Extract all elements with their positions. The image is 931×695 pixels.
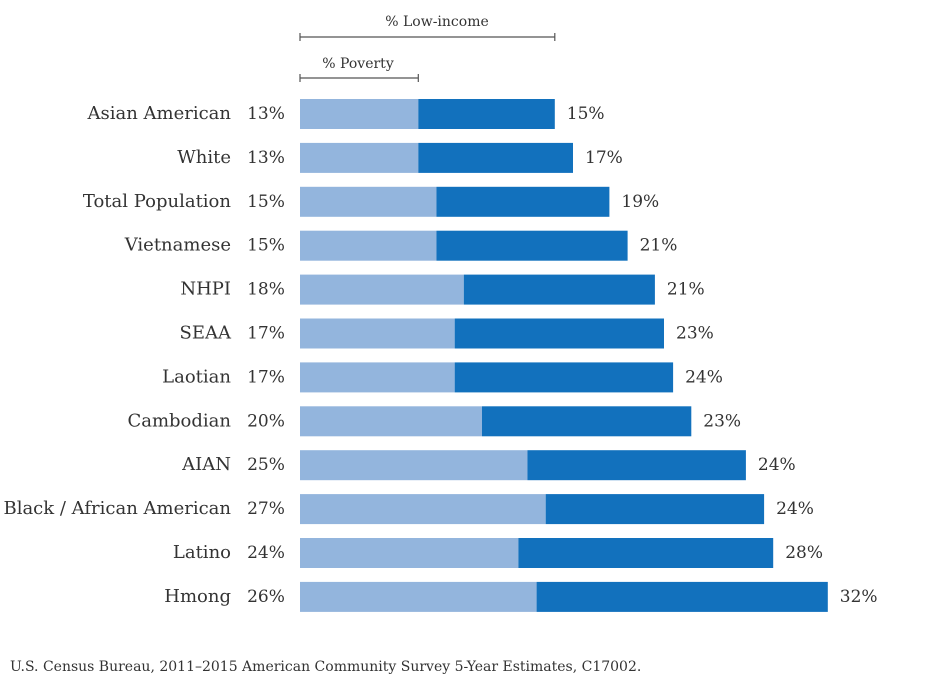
poverty-value-label: 17% — [247, 324, 285, 344]
poverty-bar — [300, 186, 437, 217]
chart-row: Total Population 15% 19% — [83, 186, 659, 217]
category-label: Latino — [173, 542, 231, 563]
poverty-value-label: 24% — [247, 543, 285, 563]
bar-chart: % Low-income % Poverty Asian American 13%… — [3, 14, 878, 612]
low-income-bar — [436, 230, 628, 261]
low-income-value-label: 21% — [640, 236, 678, 256]
chart-row: White 13% 17% — [177, 142, 623, 173]
poverty-bar — [300, 230, 437, 261]
low-income-bar — [418, 142, 573, 173]
poverty-value-label: 18% — [247, 280, 285, 300]
poverty-bar — [300, 318, 455, 349]
category-label: NHPI — [180, 279, 231, 300]
poverty-bar — [300, 450, 528, 481]
low-income-value-label: 32% — [840, 587, 878, 607]
low-income-bar — [418, 99, 555, 129]
poverty-bar — [300, 99, 419, 129]
poverty-value-label: 13% — [247, 104, 285, 124]
low-income-value-label: 24% — [776, 499, 814, 519]
category-label: Laotian — [162, 366, 231, 387]
poverty-bar — [300, 581, 537, 612]
poverty-bar — [300, 362, 455, 393]
chart-row: Vietnamese 15% 21% — [124, 230, 678, 261]
low-income-bar — [482, 406, 692, 437]
category-label: Hmong — [164, 586, 231, 607]
category-label: White — [177, 147, 231, 168]
poverty-bar — [300, 142, 419, 173]
category-label: Total Population — [83, 191, 232, 212]
poverty-value-label: 15% — [247, 236, 285, 256]
low-income-bar — [463, 274, 655, 305]
poverty-value-label: 27% — [247, 499, 285, 519]
poverty-value-label: 26% — [247, 587, 285, 607]
category-label: Asian American — [86, 103, 231, 124]
legend: % Low-income % Poverty — [299, 14, 556, 82]
category-label: Vietnamese — [124, 235, 231, 256]
chart-row: AIAN 25% 24% — [181, 450, 796, 481]
category-label: AIAN — [181, 454, 231, 475]
chart-row: Asian American 13% 15% — [86, 99, 605, 129]
poverty-value-label: 17% — [247, 367, 285, 387]
poverty-value-label: 13% — [247, 148, 285, 168]
low-income-value-label: 15% — [567, 104, 605, 124]
low-income-value-label: 23% — [676, 324, 714, 344]
chart-row: Cambodian 20% 23% — [127, 406, 741, 437]
chart-row: Black / African American 27% 24% — [3, 494, 814, 525]
poverty-bar — [300, 494, 546, 525]
low-income-bar — [518, 538, 774, 568]
low-income-bar — [527, 450, 746, 481]
chart-row: Hmong 26% 32% — [164, 581, 878, 612]
legend-poverty-label: % Poverty — [322, 56, 394, 72]
poverty-value-label: 15% — [247, 192, 285, 212]
low-income-value-label: 23% — [703, 411, 741, 431]
low-income-bar — [536, 581, 828, 612]
low-income-bar — [436, 186, 610, 217]
poverty-bar — [300, 274, 464, 305]
legend-low-income-label: % Low-income — [385, 14, 489, 30]
low-income-value-label: 28% — [785, 543, 823, 563]
low-income-value-label: 21% — [667, 280, 705, 300]
poverty-bar — [300, 406, 482, 437]
poverty-value-label: 25% — [247, 455, 285, 475]
low-income-value-label: 19% — [621, 192, 659, 212]
low-income-value-label: 17% — [585, 148, 623, 168]
poverty-value-label: 20% — [247, 411, 285, 431]
chart-row: Latino 24% 28% — [173, 538, 823, 568]
low-income-bar — [454, 318, 664, 349]
low-income-value-label: 24% — [758, 455, 796, 475]
chart-rows: Asian American 13% 15% White 13% 17% Total Pop… — [3, 99, 878, 612]
category-label: Black / African American — [3, 498, 231, 519]
low-income-bar — [454, 362, 674, 393]
category-label: Cambodian — [127, 410, 231, 431]
chart-row: NHPI 18% 21% — [180, 274, 705, 305]
category-label: SEAA — [180, 323, 232, 344]
low-income-bar — [545, 494, 765, 525]
chart-row: Laotian 17% 24% — [162, 362, 723, 393]
low-income-value-label: 24% — [685, 367, 723, 387]
chart-row: SEAA 17% 23% — [180, 318, 714, 349]
source-note: U.S. Census Bureau, 2011–2015 American C… — [10, 659, 642, 675]
poverty-bar — [300, 538, 519, 568]
